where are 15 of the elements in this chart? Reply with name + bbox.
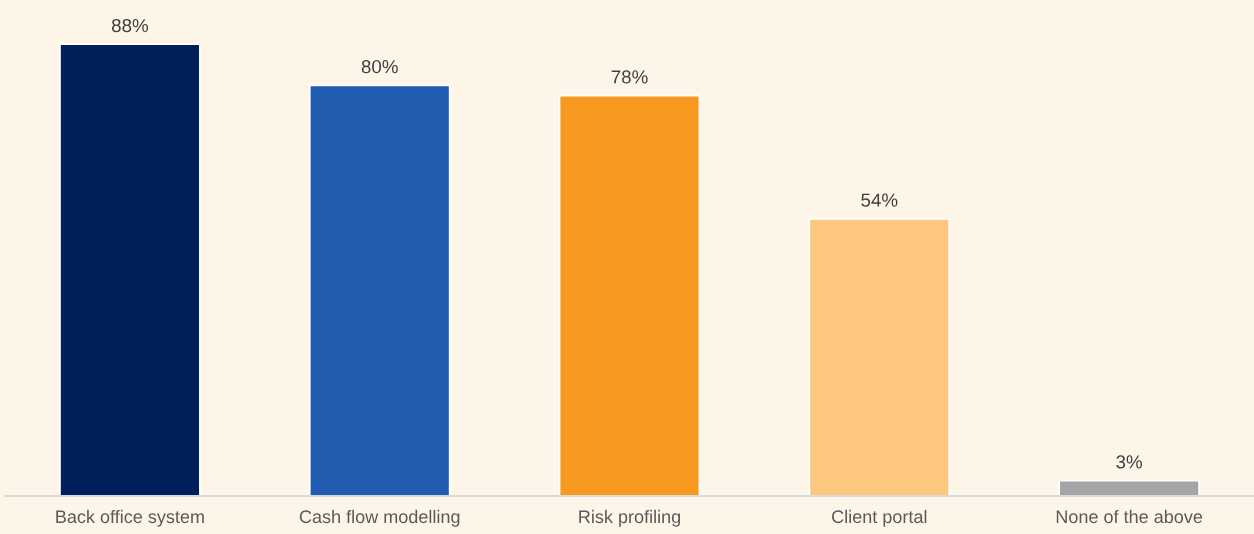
x-tick-label: Back office system bbox=[56, 509, 204, 527]
x-tick-label: None of the above bbox=[1056, 509, 1203, 524]
data-label: 78% bbox=[611, 70, 648, 84]
data-label: 88% bbox=[111, 18, 149, 33]
bar bbox=[1058, 479, 1200, 496]
data-label: 3% bbox=[1116, 455, 1142, 469]
x-tick-label: Cash flow modelling bbox=[299, 509, 460, 527]
bar bbox=[59, 43, 201, 496]
data-label: 80% bbox=[361, 60, 398, 74]
data-label: 54% bbox=[861, 193, 898, 207]
bar bbox=[558, 94, 701, 496]
bar bbox=[808, 217, 951, 496]
x-tick-label: Risk profiling bbox=[579, 509, 681, 527]
bar bbox=[308, 84, 451, 496]
x-tick-label: Client portal bbox=[832, 509, 927, 527]
